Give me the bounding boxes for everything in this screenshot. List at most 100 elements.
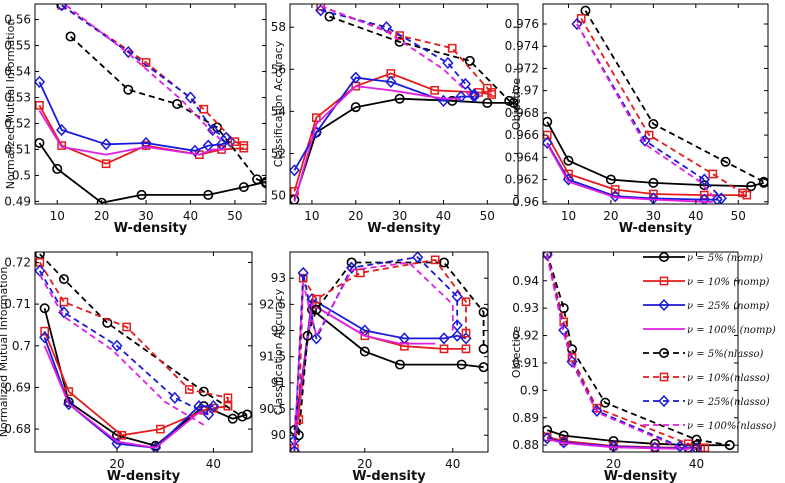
y-tick-label: 0.49 [4,194,31,208]
x-tick-label: 50 [731,209,746,223]
legend-label: ν = 5% (nomp) [687,253,763,264]
x-tick-label: 40 [436,209,451,223]
r_nomp-point-2 [117,430,127,440]
b_nomp-point-4 [438,332,450,345]
k_nl-point-2 [464,55,475,66]
x-tick-label: 20 [603,209,618,223]
series-line-m_nl [293,261,454,446]
y-tick-label: 56 [271,62,286,76]
b_nl-point-2 [111,339,123,352]
b_nomp-point-0 [543,136,553,149]
k_nomp-point-4 [203,189,214,200]
r_nomp-point-4 [439,344,449,354]
y-tick-label: 0.97 [512,84,539,98]
y-tick-label: 0.5 [12,168,31,182]
series-line-m_nl [546,255,697,450]
legend-item-b_nomp: ν = 25% (nomp) [643,298,769,312]
r_nl-point-4 [223,393,233,403]
axes-frame [34,3,267,205]
k_nl-point-0 [324,11,335,22]
b_nomp-point-0 [290,164,301,177]
r_nl-point-2 [122,322,131,332]
series-line-r_nl [39,261,229,407]
legend-b_nl-point-0 [658,394,670,408]
series-line-b_nomp [293,76,475,171]
x-axis-label: W-density [619,221,693,236]
b_nomp-point-2 [609,190,621,203]
series-line-r_nl [580,17,743,194]
b_nomp-point-3 [649,441,661,452]
b_nl-point-5 [690,442,703,452]
k_nomp-point-1 [52,163,63,174]
series-line-k_nl [297,261,485,436]
k_nomp-point-4 [456,359,467,370]
y-tick-label: 58 [271,20,286,34]
r_nl-point-2 [447,43,457,53]
panel-nmi-bottom: 20 40 0.68 0.69 0.7 0.71 0.72 W-density Normaliz… [0,251,253,483]
k_nl-point-3 [600,397,611,408]
y-tick-label: 0.94 [512,274,539,288]
series-line-b_nomp [38,81,231,152]
x-tick-label: 20 [109,457,124,471]
x-axis-label: W-density [604,469,678,483]
x-tick-label: 50 [480,209,495,223]
r_nl-point-1 [644,130,654,140]
legend-label: ν = 25%(nlasso) [687,397,770,408]
r_nl-point-0 [576,14,586,23]
y-tick-label: 0.88 [512,438,539,452]
series-line-k_nl [39,253,243,418]
y-tick-label: 0.56 [4,13,31,27]
x-axis-label: W-density [367,221,441,236]
legend-item-k_nl: ν = 5%(nlasso) [643,347,763,360]
y-tick-label: 0.53 [4,91,31,105]
y-tick-label: 0.92 [512,329,539,343]
y-axis-label: Objective [510,326,523,378]
panel-accuracy-bottom: 20 40 90 90.5 91 91.5 92 92.5 93 W-density Classif… [259,251,489,483]
r_nl-point-6 [461,328,471,338]
series-line-b_nomp [546,142,718,201]
axes-frame [289,3,519,205]
x-tick-label: 40 [206,457,221,471]
y-tick-label: 90 [271,428,286,442]
series-line-m_nomp [546,438,689,450]
k_nl-point-3 [504,95,515,106]
b_nomp-point-5 [455,90,467,103]
r_nl-point-1 [59,297,69,307]
y-tick-label: 0.962 [505,173,539,187]
legend-item-m_nomp: ν = 100% (nomp) [643,325,776,336]
r_nomp-point-4 [430,85,440,95]
x-tick-label: 40 [445,457,460,471]
b_nl-point-4 [202,408,215,421]
k_nomp-point-0 [39,303,50,314]
legend-item-k_nomp: ν = 5% (nomp) [643,252,763,264]
k_nl-point-2 [311,304,322,315]
series-line-m_nomp [546,143,713,203]
x-tick-label: 50 [227,209,242,223]
y-tick-label: 0.972 [505,61,539,75]
series-line-m_nomp [293,85,461,203]
k_nl-point-4 [237,411,248,422]
b_nl-point-6 [451,319,463,332]
b_nomp-point-0 [543,432,553,445]
series-line-b_nl [39,270,209,416]
y-tick-label: 91.5 [259,350,286,364]
legend-r_nomp-point-0 [659,276,669,286]
r_nl-point-1 [298,273,308,283]
r_nl-point-2 [312,294,321,304]
axes-frame [34,251,253,453]
k_nl-point-5 [724,440,735,451]
k_nl-point-1 [123,84,134,95]
y-tick-label: 0.91 [512,356,539,370]
b_nl-point-5 [451,290,463,303]
y-tick-label: 0.89 [512,411,539,425]
b_nl-point-3 [459,77,472,91]
y-tick-label: 0.968 [505,106,539,120]
legend-item-m_nl: ν = 100%(nlasso) [643,421,776,432]
y-tick-label: 91 [271,376,286,390]
x-axis-label: W-density [352,469,426,483]
y-tick-label: 92 [271,324,286,338]
legend-label: ν = 25% (nomp) [687,301,769,312]
k_nomp-point-3 [150,440,161,451]
k_nomp-point-2 [605,174,616,185]
